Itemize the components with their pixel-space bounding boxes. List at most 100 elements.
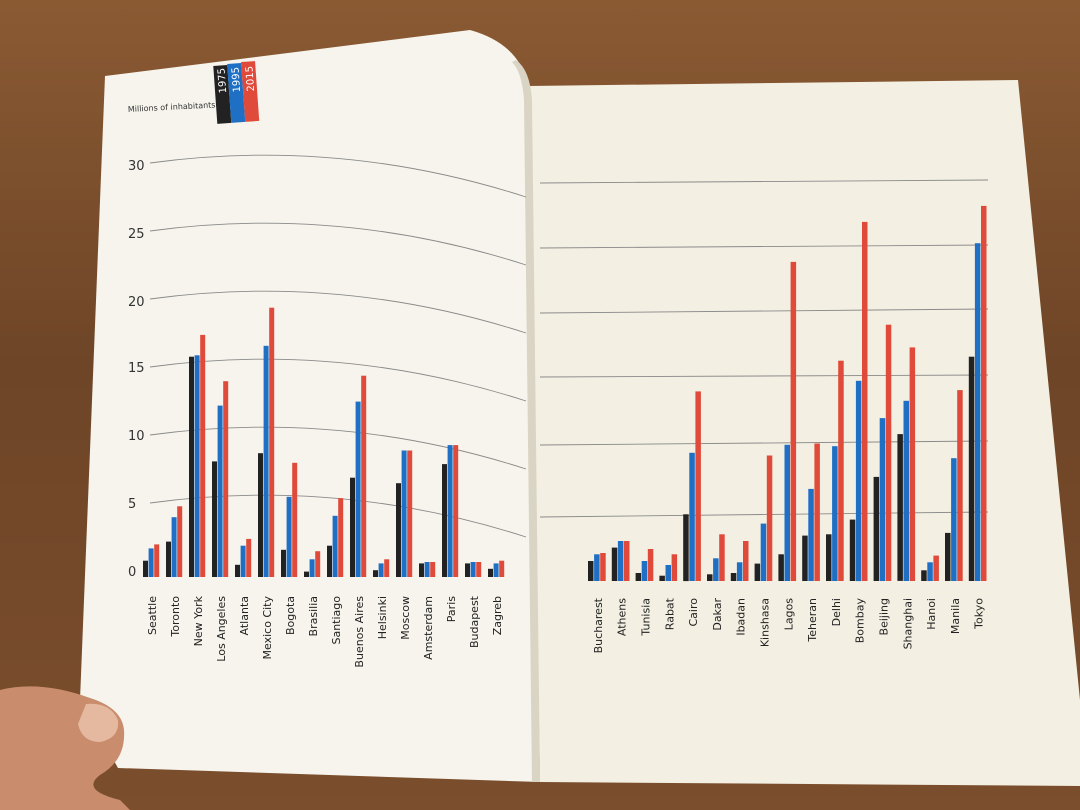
bar-bombay-2015 xyxy=(862,221,868,581)
left-category-label: Budapest xyxy=(468,595,481,648)
left-bars xyxy=(143,307,505,577)
bar-toronto-1995 xyxy=(171,517,177,577)
bar-paris-2015 xyxy=(453,445,459,577)
right-category-label: Bombay xyxy=(854,598,867,644)
bar-atlanta-1995 xyxy=(240,545,246,577)
bar-moscow-1975 xyxy=(396,483,401,577)
bar-rabat-1975 xyxy=(659,575,665,581)
gridline xyxy=(149,290,527,334)
gridline xyxy=(539,308,989,314)
left-category-label: Paris xyxy=(445,596,458,622)
bar-bombay-1975 xyxy=(849,519,856,581)
bar-dakar-1975 xyxy=(707,574,713,581)
right-category-label: Athens xyxy=(616,598,629,636)
bar-cairo-1975 xyxy=(683,514,689,582)
left-category-label: Atlanta xyxy=(238,596,251,635)
left-category-label: Moscow xyxy=(399,596,412,640)
y-tick: 0 xyxy=(128,565,136,580)
bar-hanoi-2015 xyxy=(933,555,939,581)
bar-manila-1975 xyxy=(945,532,951,581)
bar-helsinki-2015 xyxy=(384,559,390,577)
right-category-label: Lagos xyxy=(782,598,795,631)
left-category-label: Helsinki xyxy=(376,596,389,639)
bar-helsinki-1995 xyxy=(378,563,384,577)
right-category-labels: Bucharest Athens Tunisia Rabat Cairo Dakar Iba… xyxy=(592,597,986,653)
bar-kinshasa-2015 xyxy=(766,455,773,581)
bar-moscow-2015 xyxy=(407,450,413,577)
bar-bucharest-2015 xyxy=(600,553,606,581)
bar-zagreb-1995 xyxy=(493,563,499,577)
bar-buenos-aires-1975 xyxy=(350,477,355,577)
bar-tokyo-1975 xyxy=(968,356,975,581)
bar-kinshasa-1975 xyxy=(754,563,761,581)
thumbnail xyxy=(78,703,119,742)
bar-amsterdam-1995 xyxy=(424,562,430,577)
bar-bogota-1975 xyxy=(281,549,286,577)
bar-dakar-2015 xyxy=(719,534,725,581)
bar-bucharest-1995 xyxy=(594,554,600,581)
book-gutter-shadow xyxy=(512,60,540,782)
y-tick: 20 xyxy=(128,295,145,310)
right-category-label: Hanoi xyxy=(925,598,938,630)
bar-toronto-1975 xyxy=(166,541,171,577)
right-category-label: Kinshasa xyxy=(759,598,772,647)
bar-seattle-1995 xyxy=(148,548,154,577)
gridline xyxy=(539,244,989,249)
bar-tunisia-1975 xyxy=(635,573,642,581)
left-category-label: New York xyxy=(192,595,205,646)
bar-tunisia-1995 xyxy=(641,561,648,581)
y-tick: 10 xyxy=(128,429,145,444)
bar-hanoi-1975 xyxy=(921,570,927,581)
bar-zagreb-1975 xyxy=(488,568,493,577)
right-category-label: Ibadan xyxy=(735,598,748,636)
right-category-label: Beijing xyxy=(878,598,891,635)
bar-manila-2015 xyxy=(957,390,963,581)
bar-ibadan-1975 xyxy=(730,573,737,581)
y-tick: 15 xyxy=(128,361,145,376)
bar-los-angeles-2015 xyxy=(223,381,229,577)
bar-lagos-1975 xyxy=(778,554,784,581)
right-bars xyxy=(588,205,987,582)
left-page xyxy=(80,30,540,782)
bar-bucharest-1975 xyxy=(588,561,594,581)
bar-beijing-2015 xyxy=(885,324,892,581)
bar-buenos-aires-2015 xyxy=(361,375,367,577)
bar-brasilia-1975 xyxy=(304,571,309,577)
bar-lagos-2015 xyxy=(790,261,797,581)
bar-kinshasa-1995 xyxy=(760,523,767,581)
bar-shanghai-2015 xyxy=(909,347,916,581)
bar-athens-1975 xyxy=(611,547,618,581)
left-category-label: Los Angeles xyxy=(215,596,228,662)
bar-cairo-2015 xyxy=(695,391,701,581)
bar-teheran-1995 xyxy=(808,488,814,581)
right-category-label: Tokyo xyxy=(973,598,986,630)
bar-buenos-aires-1995 xyxy=(355,401,361,577)
right-category-label: Delhi xyxy=(830,598,843,626)
left-category-labels: Seattle Toronto New York Los Angeles Atlanta… xyxy=(146,595,504,667)
left-category-label: Buenos Aires xyxy=(353,596,366,668)
legend: 1975 1995 2015 xyxy=(213,61,260,124)
right-category-label: Rabat xyxy=(663,597,676,630)
left-category-label: Zagreb xyxy=(491,596,504,635)
bar-budapest-2015 xyxy=(476,562,482,577)
bar-new-york-1995 xyxy=(194,355,200,577)
bar-atlanta-1975 xyxy=(235,564,240,577)
bar-tunisia-2015 xyxy=(647,549,654,581)
bar-hanoi-1995 xyxy=(927,562,933,581)
bar-delhi-1995 xyxy=(832,446,838,581)
bar-ibadan-1995 xyxy=(736,562,743,581)
bar-seattle-2015 xyxy=(154,544,160,577)
left-category-label: Mexico City xyxy=(261,596,274,660)
bar-shanghai-1995 xyxy=(903,400,909,581)
left-category-label: Toronto xyxy=(169,596,182,638)
bar-paris-1975 xyxy=(442,464,447,577)
right-category-label: Cairo xyxy=(687,598,700,627)
bar-ibadan-2015 xyxy=(743,541,749,581)
bar-paris-1995 xyxy=(447,445,453,577)
bar-brasilia-1995 xyxy=(309,559,315,577)
bar-bogota-1995 xyxy=(286,496,292,577)
left-category-label: Santiago xyxy=(330,596,343,645)
y-tick: 25 xyxy=(128,227,145,242)
bar-shanghai-1975 xyxy=(897,434,903,581)
